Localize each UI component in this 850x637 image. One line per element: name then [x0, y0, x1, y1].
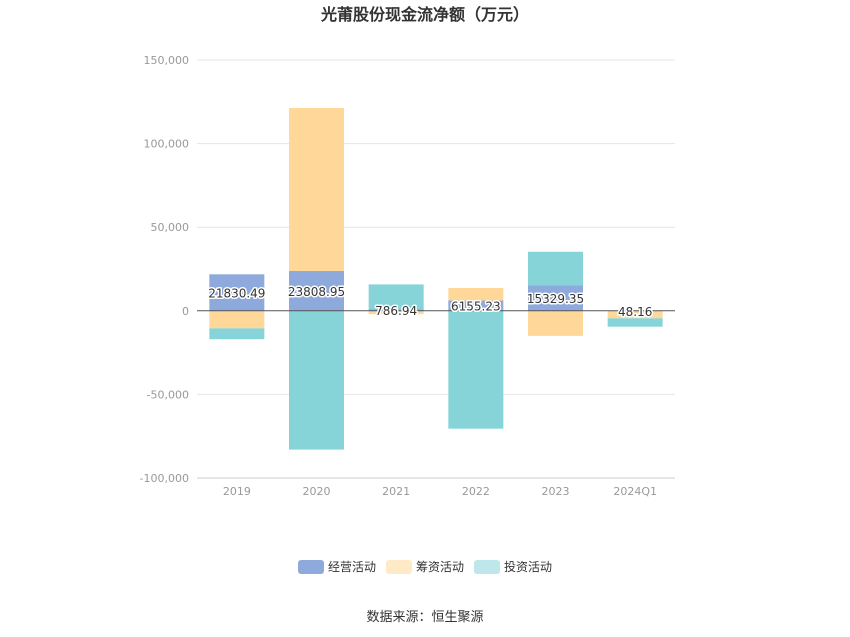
bar-financing[interactable] [209, 310, 265, 329]
x-tick-label: 2024Q1 [613, 485, 657, 498]
legend-swatch [386, 560, 412, 574]
data-label: 21830.49 [208, 287, 265, 301]
bar-financing[interactable] [368, 310, 424, 315]
y-tick-label: -50,000 [147, 388, 189, 401]
x-tick-label: 2022 [462, 485, 490, 498]
y-tick-label: 50,000 [151, 221, 190, 234]
bar-investing[interactable] [289, 310, 344, 450]
data-label: 786.94 [375, 304, 417, 318]
legend-item[interactable]: 投资活动 [474, 559, 552, 574]
x-tick-label: 2021 [382, 485, 410, 498]
x-tick-label: 2020 [303, 485, 331, 498]
chart-title: 光莆股份现金流净额（万元） [320, 5, 529, 24]
bar-operating[interactable] [448, 300, 504, 311]
y-tick-label: 100,000 [144, 138, 190, 151]
y-tick-label: 0 [182, 305, 189, 318]
bar-operating[interactable] [209, 274, 265, 311]
bar-investing[interactable] [448, 310, 504, 429]
source-note: 数据来源：恒生聚源 [366, 610, 483, 625]
grid-layer [197, 59, 675, 479]
legend-swatch [298, 560, 324, 574]
data-label: 23808.95 [288, 285, 345, 299]
bar-financing[interactable] [289, 107, 344, 271]
bar-operating[interactable] [368, 309, 424, 311]
axis-layer: 150,000 100,000 50,000 0 -50,000 -100,000 2019… [140, 54, 675, 498]
legend-label: 经营活动 [328, 560, 376, 574]
legend-swatch [474, 560, 500, 574]
bar-investing[interactable] [368, 284, 424, 310]
bar-financing[interactable] [528, 310, 583, 336]
y-tick-label: -100,000 [140, 472, 189, 485]
bar-investing[interactable] [607, 318, 663, 327]
data-labels-layer: 21830.49 23808.95 786.94 6155.23 15329.35 48.… [207, 283, 654, 320]
y-tick-label: 150,000 [144, 54, 190, 67]
bar-financing[interactable] [448, 287, 504, 301]
legend: 经营活动 筹资活动 投资活动 [298, 559, 552, 574]
bar-operating[interactable] [528, 285, 583, 311]
bar-financing[interactable] [607, 310, 663, 319]
legend-item[interactable]: 筹资活动 [386, 560, 464, 574]
data-label: 48.16 [618, 305, 652, 319]
data-label: 15329.35 [527, 292, 584, 306]
data-label: 6155.23 [451, 300, 501, 314]
bars-layer [209, 107, 663, 450]
legend-item[interactable]: 经营活动 [298, 560, 376, 574]
legend-label: 筹资活动 [416, 560, 464, 574]
bar-investing[interactable] [528, 251, 583, 286]
bar-operating[interactable] [289, 270, 344, 311]
x-tick-label: 2023 [542, 485, 570, 498]
legend-label: 投资活动 [504, 559, 552, 574]
bar-investing[interactable] [209, 328, 265, 340]
x-tick-label: 2019 [223, 485, 251, 498]
